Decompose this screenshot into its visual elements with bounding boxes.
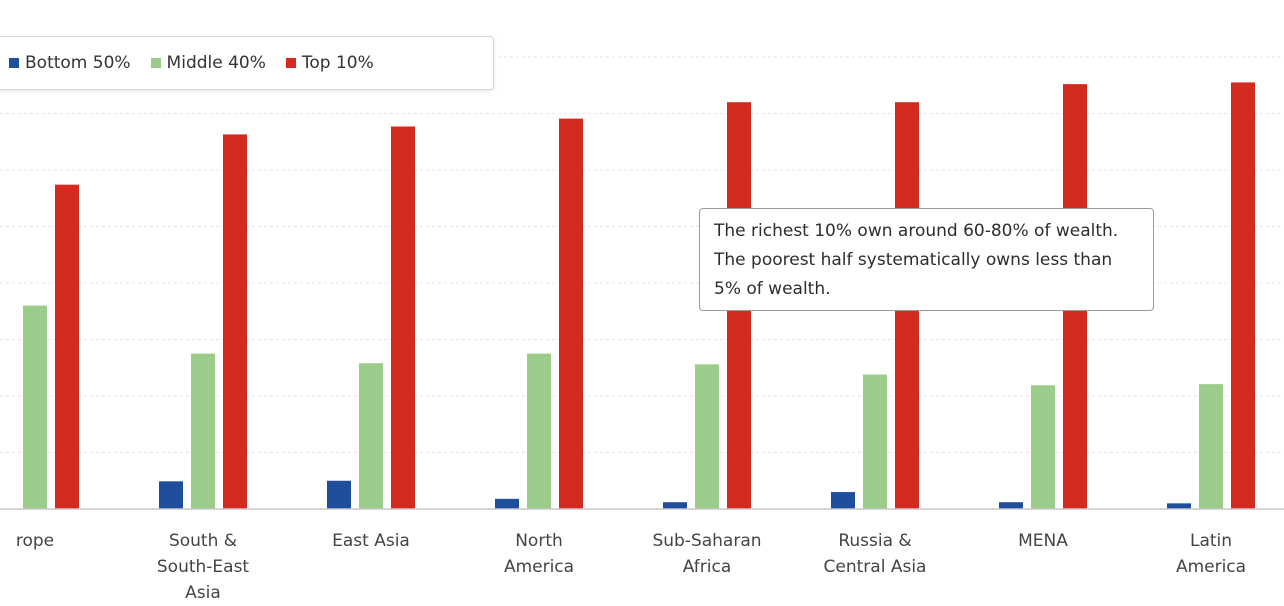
x-tick-label: South & South-East Asia <box>156 531 250 603</box>
legend-label: Bottom 50% <box>25 53 131 73</box>
bar-bottom-50 <box>1167 503 1191 509</box>
bar-middle-40 <box>1199 384 1223 509</box>
bar-bottom-50 <box>831 492 855 509</box>
bar-bottom-50 <box>663 502 687 509</box>
bar-middle-40 <box>527 353 551 509</box>
legend-swatch <box>9 58 19 68</box>
bar-top-10 <box>559 118 583 510</box>
x-tick-label: East Asia <box>332 531 410 551</box>
bar-top-10 <box>391 126 415 510</box>
bar-middle-40 <box>359 363 383 509</box>
x-tick-label: Latin America <box>1175 531 1247 577</box>
legend-label: Top 10% <box>301 53 374 73</box>
legend-swatch <box>285 58 296 68</box>
bar-middle-40 <box>191 353 215 509</box>
bar-bottom-50 <box>159 481 183 509</box>
bar-top-10 <box>223 134 247 509</box>
bar-bottom-50 <box>999 502 1023 509</box>
bar-bottom-50 <box>495 498 519 509</box>
bar-middle-40 <box>863 374 887 509</box>
bar-top-10 <box>1231 82 1255 510</box>
bars <box>23 82 1255 510</box>
legend-item[interactable]: Top 10% <box>285 53 374 73</box>
legend-label: Middle 40% <box>166 53 266 73</box>
legend-swatch <box>150 58 161 68</box>
bar-middle-40 <box>23 305 47 509</box>
x-tick-label: rope <box>15 531 55 551</box>
legend-item[interactable]: Bottom 50% <box>9 53 131 73</box>
legend-item[interactable]: Middle 40% <box>150 53 266 73</box>
bar-top-10 <box>55 184 79 509</box>
x-tick-label: Sub-Saharan Africa <box>652 531 762 577</box>
x-tick-label: Russia & Central Asia <box>823 531 927 577</box>
bar-middle-40 <box>1031 385 1055 509</box>
annotation-callout: The richest 10% own around 60-80% of wea… <box>699 208 1154 311</box>
x-tick-label: North America <box>503 531 575 577</box>
bar-bottom-50 <box>327 480 351 509</box>
x-tick-label: MENA <box>1018 531 1068 551</box>
bar-middle-40 <box>695 364 719 509</box>
legend: Bottom 50% Middle 40% Top 10% <box>0 36 494 90</box>
